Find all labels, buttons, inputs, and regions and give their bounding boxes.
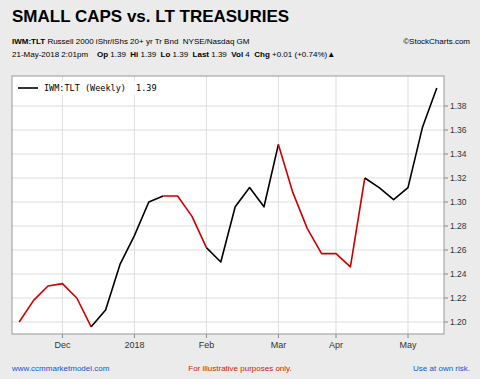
plot-area — [12, 76, 444, 334]
tick-label: 1.20 — [450, 317, 467, 327]
line-segment — [278, 144, 364, 266]
subtitle-part: 1.39 — [211, 50, 231, 59]
grid-line — [134, 76, 135, 334]
legend-background — [15, 81, 160, 95]
tick-label: 2018 — [124, 340, 144, 350]
subtitle-part: 21-May-2018 2:01pm — [12, 50, 97, 59]
subtitle-part: 1.39 — [110, 50, 130, 59]
subtitle-part: IWM:TLT — [12, 37, 45, 46]
tick-mark — [444, 130, 448, 131]
tick-mark — [206, 334, 207, 338]
tick-label: 1.32 — [450, 173, 467, 183]
tick-mark — [444, 274, 448, 275]
subtitle-part: Vol — [231, 50, 245, 59]
background — [0, 0, 480, 379]
line-segment — [163, 196, 206, 248]
subtitle: 21-May-2018 2:01pm Op 1.39 Hi 1.39 Lo 1.… — [12, 50, 335, 59]
tick-mark — [134, 334, 135, 338]
legend: IWM:TLT (Weekly) 1.39 — [15, 81, 160, 95]
grid-line — [336, 76, 337, 334]
chart: SMALL CAPS vs. LT TREASURIES IWM:TLT Russ… — [0, 0, 480, 379]
line-segment — [91, 196, 163, 327]
grid-line — [62, 76, 63, 334]
tick-label: Mar — [271, 340, 287, 350]
grid-line — [12, 250, 444, 251]
subtitle-part: Chg — [254, 50, 272, 59]
tick-mark — [444, 322, 448, 323]
subtitle: IWM:TLT Russell 2000 iShr/iShs 20+ yr Tr… — [12, 37, 250, 46]
tick-mark — [62, 334, 63, 338]
grid-line — [12, 226, 444, 227]
tick-label: Apr — [329, 340, 343, 350]
tick-mark — [444, 250, 448, 251]
line-segment — [206, 144, 278, 262]
subtitle-part: 4 — [245, 50, 254, 59]
tick-mark — [444, 226, 448, 227]
grid-line — [12, 274, 444, 275]
plot-frame — [12, 76, 444, 334]
tick-label: 1.34 — [450, 149, 467, 159]
annotation: For illustrative purposes only. — [188, 364, 291, 373]
tick-mark — [444, 154, 448, 155]
grid-line — [408, 76, 409, 334]
tick-label: 1.30 — [450, 197, 467, 207]
tick-mark — [408, 334, 409, 338]
tick-label: 1.26 — [450, 245, 467, 255]
tick-label: 1.22 — [450, 293, 467, 303]
grid-line — [12, 130, 444, 131]
tick-label: 1.24 — [450, 269, 467, 279]
subtitle-part: Op — [97, 50, 110, 59]
subtitle-part: Last — [193, 50, 212, 59]
tick-mark — [336, 334, 337, 338]
grid-line — [12, 178, 444, 179]
grid-line — [12, 106, 444, 107]
tick-mark — [278, 334, 279, 338]
title: SMALL CAPS vs. LT TREASURIES — [12, 7, 289, 26]
tick-mark — [444, 106, 448, 107]
legend-label: IWM:TLT (Weekly) 1.39 — [44, 83, 157, 93]
subtitle-part: Russell 2000 iShr/iShs 20+ yr Tr Bnd NYS… — [45, 37, 250, 46]
tick-label: May — [399, 340, 417, 350]
subtitle-part: 1.39 — [141, 50, 161, 59]
tick-mark — [444, 298, 448, 299]
subtitle-part: 1.39 — [173, 50, 193, 59]
grid-line — [12, 154, 444, 155]
tick-mark — [444, 178, 448, 179]
marks — [19, 88, 437, 327]
subtitle-part: Lo — [161, 50, 173, 59]
grid-line — [278, 76, 279, 334]
annotation: Use at own risk. — [413, 364, 470, 373]
tick-label: 1.36 — [450, 125, 467, 135]
grid-line — [12, 202, 444, 203]
line-segment — [19, 284, 91, 327]
line-segment — [365, 88, 437, 200]
tick-label: Dec — [54, 340, 71, 350]
grid-line — [206, 76, 207, 334]
legend-swatch — [18, 87, 38, 89]
subtitle-part: +0.01 (+0.74%)▲ — [272, 50, 335, 59]
annotation: ©StockCharts.com — [403, 37, 470, 46]
grid-line — [12, 322, 444, 323]
tick-label: 1.28 — [450, 221, 467, 231]
annotation: www.ccmmarketmodel.com — [11, 364, 110, 373]
tick-label: 1.38 — [450, 101, 467, 111]
tick-mark — [444, 202, 448, 203]
tick-label: Feb — [199, 340, 215, 350]
subtitle-part: Hi — [130, 50, 140, 59]
